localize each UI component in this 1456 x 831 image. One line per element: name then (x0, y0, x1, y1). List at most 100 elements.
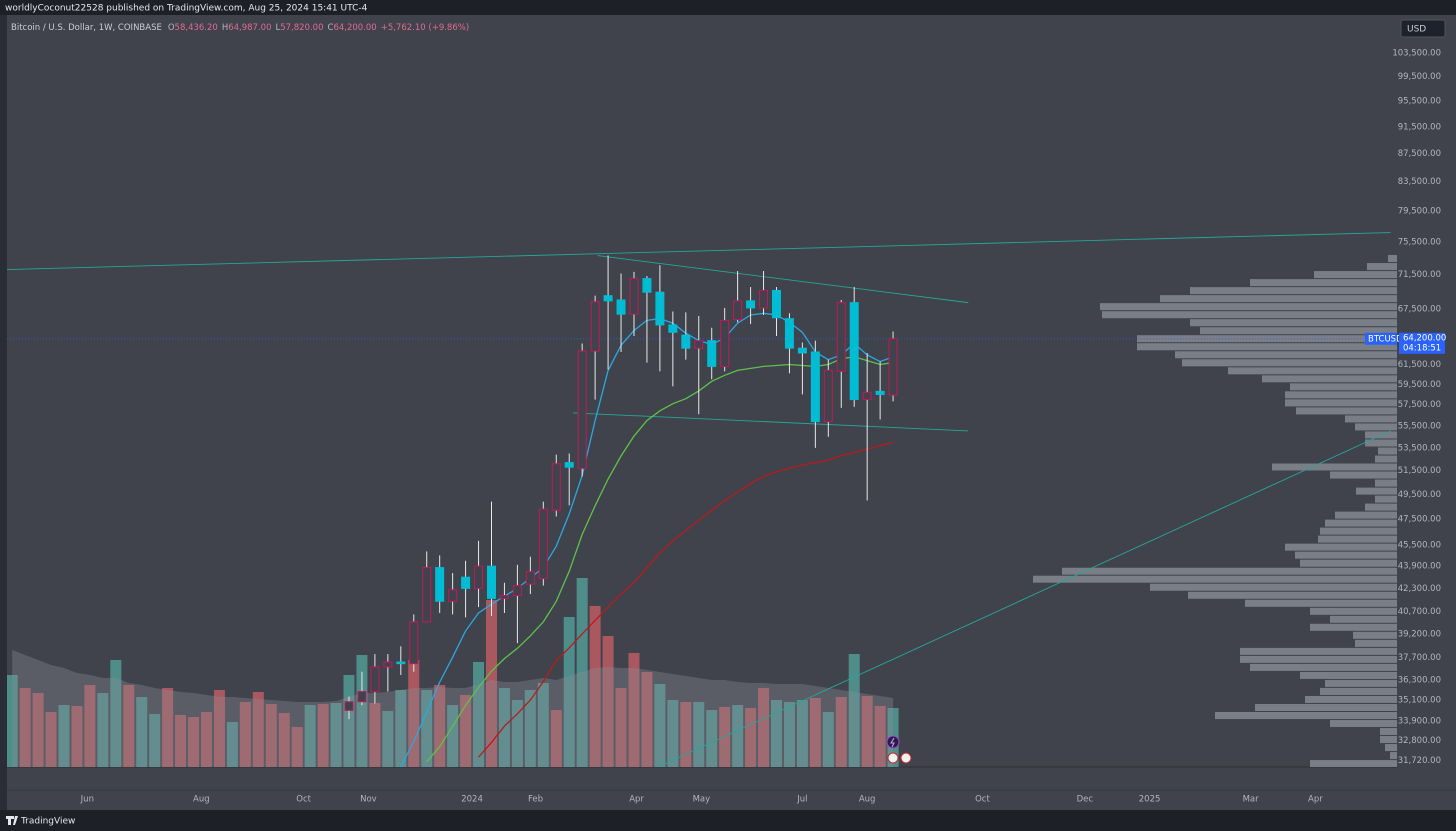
legend-low: 57,820.00 (280, 23, 323, 33)
volume-profile-row (1300, 671, 1397, 679)
volume-bar (71, 706, 83, 767)
volume-bar (32, 693, 44, 767)
volume-profile-row (1240, 647, 1397, 655)
volume-profile-row (1285, 543, 1397, 551)
moving-average (478, 441, 894, 758)
volume-profile-row (1314, 271, 1397, 279)
candle-body (655, 291, 665, 326)
y-tick-label: 32,800.00 (1398, 736, 1441, 746)
candle-body (474, 565, 484, 589)
volume-bar (356, 655, 368, 767)
volume-bar (550, 710, 562, 767)
volume-profile-row (1175, 351, 1397, 359)
candle-body (668, 324, 678, 333)
volume-bar (252, 692, 264, 767)
y-tick-label: 51,500.00 (1398, 466, 1441, 476)
volume-bar (874, 706, 886, 767)
currency-label[interactable]: USD (1407, 25, 1426, 35)
volume-bar (226, 722, 238, 767)
candle-body (642, 278, 652, 293)
volume-profile-row (1188, 591, 1397, 599)
candle-body (564, 462, 574, 468)
candle-body (461, 576, 471, 589)
volume-bar (175, 715, 187, 767)
trendline (657, 430, 1391, 767)
volume-bar (343, 675, 355, 767)
x-tick-label: Aug (859, 795, 876, 805)
y-tick-label: 40,700.00 (1398, 607, 1441, 617)
y-tick-label: 67,500.00 (1398, 304, 1441, 314)
x-tick-label: Feb (528, 795, 543, 805)
volume-profile-row (1380, 728, 1397, 736)
volume-profile-row (1150, 583, 1397, 591)
plot-area (7, 232, 1397, 767)
tag-price: 64,200.00 (1403, 333, 1446, 343)
currency-button[interactable] (1400, 19, 1446, 38)
flag-icon[interactable] (887, 752, 899, 764)
candle-body (396, 661, 406, 665)
legend-c: C (328, 23, 334, 33)
volume-bar (667, 700, 679, 767)
flag-icon[interactable] (900, 752, 912, 764)
candle-body (538, 508, 548, 580)
volume-bar (317, 704, 329, 767)
header-bar (0, 0, 1456, 15)
volume-bar (576, 578, 588, 767)
volume-bar (45, 712, 57, 767)
brand-logo (6, 816, 18, 825)
volume-profile-row (1228, 367, 1397, 375)
volume-profile-row (1375, 455, 1397, 463)
volume-bar (369, 703, 381, 767)
volume-profile-row (1335, 511, 1397, 519)
candle-body (746, 300, 756, 309)
y-tick-label: 103,500.00 (1392, 49, 1441, 59)
volume-bar (654, 684, 666, 767)
event-icon[interactable] (886, 735, 900, 749)
volume-bar (447, 705, 459, 767)
x-tick-label: Oct (296, 795, 311, 805)
legend-open: 58,436.20 (175, 23, 218, 33)
volume-profile-row (1320, 687, 1397, 695)
tag-symbol: BTCUSD (1368, 334, 1403, 344)
y-tick-label: 55,500.00 (1398, 421, 1441, 431)
candle-body (435, 567, 445, 602)
volume-bar (758, 688, 770, 767)
volume-bar (783, 702, 795, 767)
volume-bar (498, 688, 510, 767)
y-tick-label: 36,300.00 (1398, 675, 1441, 685)
volume-bar (239, 702, 251, 767)
volume-profile-row (1375, 495, 1397, 503)
volume-profile-row (1355, 423, 1397, 431)
volume-bar (162, 688, 174, 767)
candle-body (720, 319, 730, 367)
y-tick-label: 75,500.00 (1398, 237, 1441, 247)
volume-profile-row (1375, 479, 1397, 487)
volume-bar (563, 617, 575, 767)
volume-profile-row (1325, 519, 1397, 527)
brand-name: TradingView (20, 817, 75, 827)
volume-bar (835, 697, 847, 767)
candle-body (448, 589, 458, 602)
volume-profile-row (1310, 760, 1397, 767)
y-tick-label: 53,500.00 (1398, 443, 1441, 453)
candle-body (797, 347, 807, 354)
volume-profile-row (1290, 383, 1397, 391)
volume-profile-row (1137, 343, 1397, 351)
volume-profile-row (1296, 407, 1397, 415)
candle-body (409, 621, 419, 665)
volume-bar (110, 660, 122, 767)
trendline (597, 255, 969, 304)
candle-body (551, 463, 561, 511)
candle-body (681, 334, 691, 349)
volume-profile-row (1255, 703, 1397, 711)
volume-profile-row (1300, 559, 1397, 567)
volume-bar (330, 703, 342, 767)
volume-bar (434, 685, 446, 767)
candle-body (629, 278, 639, 315)
x-tick-label: Dec (1077, 795, 1094, 805)
volume-bar (265, 704, 277, 767)
volume-bar (291, 727, 303, 767)
volume-profile-row (1310, 623, 1397, 631)
legend-l: L (275, 23, 280, 33)
volume-bar (188, 717, 200, 767)
